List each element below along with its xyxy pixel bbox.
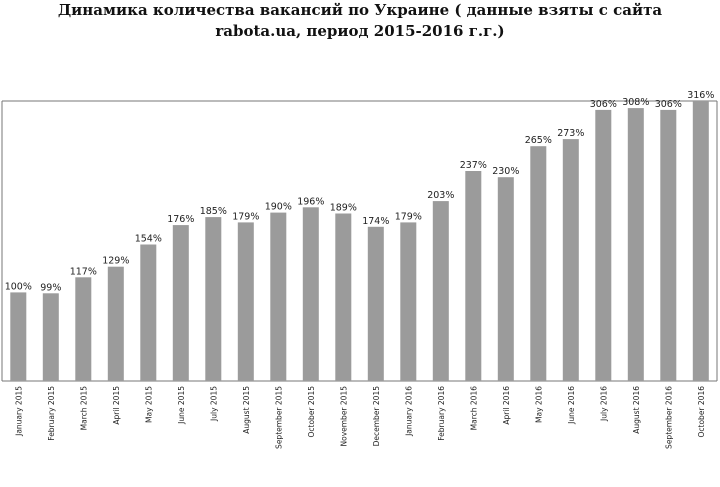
x-tick-label: April 2015 — [112, 386, 121, 425]
bar — [335, 213, 352, 381]
bar — [562, 139, 579, 381]
x-tick-label: September 2015 — [274, 386, 283, 449]
bar — [660, 109, 677, 382]
chart-title: Динамика количества вакансий по Украине … — [0, 0, 720, 42]
x-tick-label: February 2015 — [47, 386, 56, 441]
bar — [692, 101, 709, 381]
bar — [205, 217, 222, 381]
x-tick-label: March 2016 — [469, 386, 478, 431]
data-label: 203% — [427, 190, 454, 201]
bar — [530, 146, 547, 381]
data-label: 306% — [655, 99, 682, 110]
data-label: 265% — [525, 135, 552, 146]
data-label: 129% — [102, 256, 129, 267]
x-tick-label: December 2015 — [372, 386, 381, 447]
x-tick-label: July 2015 — [209, 386, 218, 422]
data-label: 174% — [362, 216, 389, 227]
bar — [432, 201, 449, 381]
bar — [75, 277, 92, 381]
x-tick-label: August 2015 — [242, 386, 251, 434]
data-label: 185% — [200, 206, 227, 217]
data-label: 99% — [40, 282, 61, 293]
bar — [497, 177, 514, 381]
x-tick-label: October 2015 — [307, 386, 316, 438]
data-label: 190% — [265, 202, 292, 213]
data-label-group: 100% 99% 117% 129% 154% 176% 185% 179% 190% 196% 1… — [5, 90, 715, 293]
chart-title-line-2: rabota.ua, период 2015-2016 г.г.) — [215, 22, 505, 40]
bar — [465, 171, 482, 381]
bar-group — [10, 101, 709, 382]
bar — [400, 222, 417, 381]
data-label: 179% — [395, 211, 422, 222]
data-label: 117% — [70, 266, 97, 277]
bar — [627, 108, 644, 381]
bar — [172, 225, 189, 381]
bar — [270, 212, 287, 381]
bar — [237, 222, 254, 381]
bar — [42, 293, 59, 381]
data-label: 273% — [557, 128, 584, 139]
data-label: 306% — [590, 99, 617, 110]
x-tick-label: June 2016 — [567, 386, 576, 425]
bar — [595, 109, 612, 382]
bar — [107, 266, 124, 381]
x-tick-label: October 2016 — [697, 386, 706, 438]
x-tick-label: January 2015 — [14, 386, 23, 437]
data-label: 189% — [330, 203, 357, 214]
bar — [367, 226, 384, 381]
data-label: 196% — [297, 196, 324, 207]
x-tick-label: May 2015 — [144, 386, 153, 423]
x-tick-label: August 2016 — [632, 386, 641, 434]
x-tick-label: March 2015 — [79, 386, 88, 431]
x-tick-label: April 2016 — [502, 386, 511, 425]
chart-title-line-1: Динамика количества вакансий по Украине … — [57, 1, 663, 19]
data-label: 308% — [622, 97, 649, 108]
bar — [302, 207, 319, 381]
x-tick-label: June 2015 — [177, 386, 186, 425]
data-label: 154% — [135, 234, 162, 245]
x-tick-label: May 2016 — [534, 386, 543, 423]
data-label: 237% — [460, 160, 487, 171]
x-tick-label: November 2015 — [339, 386, 348, 447]
x-tick-label: July 2016 — [599, 386, 608, 422]
data-label: 176% — [167, 214, 194, 225]
x-tick-label: September 2016 — [664, 386, 673, 449]
bar — [140, 244, 157, 381]
bar — [10, 292, 27, 381]
data-label: 100% — [5, 281, 32, 292]
data-label: 230% — [492, 166, 519, 177]
x-tick-label: February 2016 — [437, 386, 446, 441]
data-label: 316% — [687, 90, 714, 101]
x-tick-label: January 2016 — [404, 386, 413, 437]
data-label: 179% — [232, 211, 259, 222]
x-tick-label-group: January 2015 February 2015 March 2015 April… — [14, 386, 706, 449]
